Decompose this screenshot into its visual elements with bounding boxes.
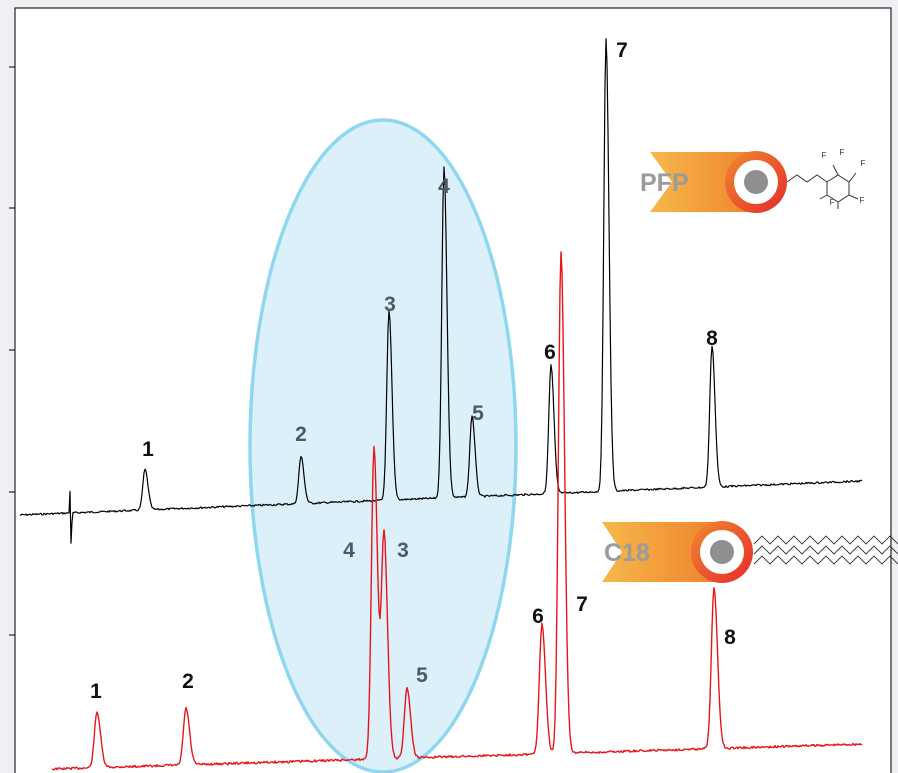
pfp-peak-label-3: 3 <box>384 293 396 316</box>
c18-peak-labels: 1 2 4 3 5 6 7 8 <box>90 539 736 703</box>
c18-peak-label-5: 5 <box>416 664 428 687</box>
fluorine-atom: F <box>840 148 845 157</box>
pfp-peak-label-8: 8 <box>706 327 718 350</box>
pfp-peak-label-1: 1 <box>142 438 154 461</box>
c18-peak-label-1: 1 <box>90 680 102 703</box>
c18-peak-label-3: 3 <box>397 539 409 562</box>
pfp-molecule-icon <box>786 164 859 209</box>
fluorine-atom: F <box>822 151 827 160</box>
pfp-badge: PFP <box>640 151 787 213</box>
fluorine-atom: F <box>830 198 835 207</box>
pfp-trace <box>19 38 863 544</box>
pfp-peak-label-4: 4 <box>438 175 450 198</box>
c18-peak-label-8: 8 <box>724 626 736 649</box>
y-axis-ticks <box>9 66 15 636</box>
pfp-peak-label-6: 6 <box>544 341 556 364</box>
fluorine-atom: F <box>861 159 866 168</box>
c18-badge-label: C18 <box>604 539 650 567</box>
pfp-peak-label-2: 2 <box>295 423 307 446</box>
c18-peak-label-7: 7 <box>576 593 588 616</box>
c18-peak-label-6: 6 <box>532 605 544 628</box>
pfp-peak-labels: 1 2 3 4 5 6 7 8 <box>142 39 718 461</box>
pfp-molecule-atoms: F F F F F <box>822 148 866 207</box>
pfp-peak-label-5: 5 <box>472 402 484 425</box>
fluorine-atom: F <box>860 196 865 205</box>
highlight-ellipse <box>248 118 518 773</box>
c18-chains-icon <box>753 535 898 565</box>
c18-badge: C18 <box>602 521 753 583</box>
c18-peak-label-4: 4 <box>343 539 355 562</box>
pfp-badge-label: PFP <box>640 169 689 197</box>
pfp-peak-label-7: 7 <box>616 39 628 62</box>
c18-peak-label-2: 2 <box>182 670 194 693</box>
c18-trace <box>51 251 863 771</box>
